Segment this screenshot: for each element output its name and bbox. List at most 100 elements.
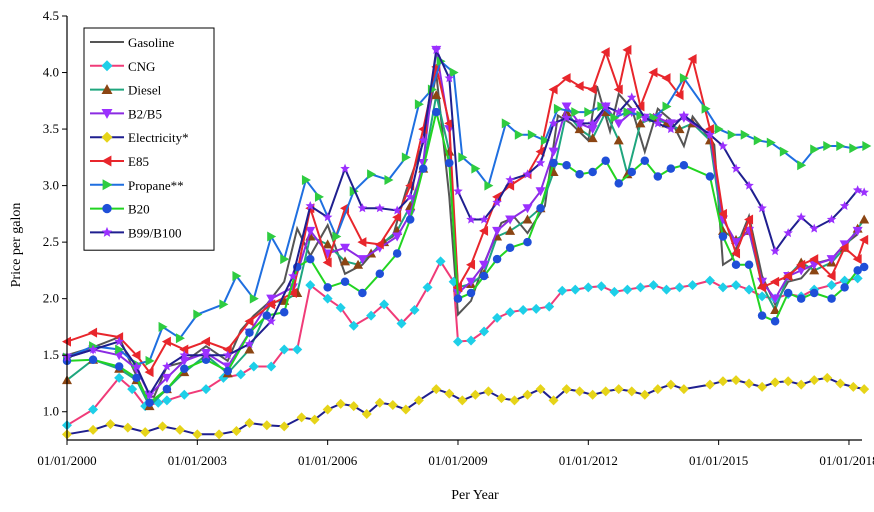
data-point-b99-b100 <box>679 110 689 120</box>
data-point-b99-b100 <box>653 118 663 128</box>
data-point-b20 <box>114 362 124 371</box>
data-point-b20 <box>392 249 402 258</box>
data-point-diesel <box>770 304 781 314</box>
data-point-cng <box>687 280 698 291</box>
data-point-b20 <box>375 269 385 279</box>
data-point-b20 <box>653 172 663 181</box>
x-tick-label: 01/01/2003 <box>168 453 227 468</box>
data-point-b99-b100 <box>222 350 233 360</box>
data-point-b99-b100 <box>179 350 190 360</box>
y-tick-label: 1.5 <box>43 347 59 362</box>
data-point-propane <box>158 321 168 332</box>
data-point-b99-b100 <box>783 228 793 238</box>
data-point-b20 <box>132 373 141 383</box>
data-point-cng <box>179 389 190 400</box>
data-point-b20 <box>575 170 584 179</box>
data-point-electricity <box>757 381 768 392</box>
data-point-cng <box>201 384 212 395</box>
data-point-electricity <box>244 418 255 429</box>
data-point-b99-b100 <box>144 389 155 399</box>
data-point-b20 <box>757 311 767 320</box>
data-point-e85 <box>731 248 741 259</box>
data-point-e85 <box>322 257 332 268</box>
data-point-propane <box>514 129 524 140</box>
data-point-b99-b100 <box>770 246 780 256</box>
data-point-propane <box>797 160 807 171</box>
data-point-electricity <box>374 397 385 408</box>
data-point-propane <box>849 143 859 154</box>
data-point-b20 <box>279 307 289 317</box>
data-point-b99-b100 <box>718 141 728 151</box>
data-point-cng <box>479 326 490 337</box>
data-point-cng <box>731 280 742 291</box>
data-point-e85 <box>717 208 727 219</box>
data-point-e85 <box>809 254 819 265</box>
data-point-b99-b100 <box>114 336 124 346</box>
data-point-cng <box>583 282 594 293</box>
data-point-b99-b100 <box>357 203 368 213</box>
data-point-b20 <box>180 364 189 374</box>
data-point-b99-b100 <box>340 163 350 173</box>
x-axis-title: Per Year <box>451 488 499 503</box>
data-point-b2-b5 <box>826 255 837 265</box>
x-tick-label: 01/01/2018 <box>819 453 874 468</box>
y-tick-label: 3.5 <box>43 121 59 136</box>
data-point-propane <box>540 135 550 146</box>
data-point-cng <box>348 320 359 331</box>
data-point-e85 <box>674 90 684 101</box>
data-point-e85 <box>613 84 623 95</box>
series-line-e85 <box>66 49 866 375</box>
data-point-cng <box>717 282 728 293</box>
legend-marker <box>101 155 112 167</box>
data-point-diesel <box>340 256 351 266</box>
data-point-electricity <box>457 395 468 406</box>
data-point-b99-b100 <box>305 200 316 210</box>
data-point-electricity <box>174 424 185 435</box>
x-tick-label: 01/01/2012 <box>559 453 618 468</box>
data-point-b20 <box>445 158 454 168</box>
data-point-b20 <box>705 172 715 181</box>
data-point-b20 <box>744 260 754 269</box>
data-point-cng <box>744 284 755 295</box>
data-point-b99-b100 <box>548 118 559 128</box>
data-point-b20 <box>479 271 489 281</box>
data-point-e85 <box>561 73 571 84</box>
data-point-diesel <box>635 118 646 128</box>
data-point-b2-b5 <box>561 102 572 112</box>
data-point-b2-b5 <box>678 113 689 123</box>
data-point-electricity <box>704 379 715 390</box>
series-line-b20 <box>66 111 865 405</box>
data-point-b99-b100 <box>201 350 211 360</box>
data-point-e85 <box>852 254 862 265</box>
data-point-propane <box>636 110 646 121</box>
data-point-diesel <box>244 344 255 354</box>
y-tick-label: 4.5 <box>43 8 59 23</box>
data-point-b99-b100 <box>627 92 637 102</box>
data-point-b99-b100 <box>587 118 598 128</box>
data-point-propane <box>471 163 481 174</box>
data-point-b20 <box>562 160 571 170</box>
data-point-electricity <box>859 384 870 395</box>
data-point-propane <box>232 271 242 282</box>
data-point-propane <box>679 73 689 84</box>
legend-label: Electricity* <box>128 130 189 145</box>
data-point-cng <box>279 344 290 355</box>
data-point-e85 <box>88 327 98 338</box>
legend-item-propane: Propane** <box>90 178 184 193</box>
data-point-e85 <box>687 53 697 64</box>
data-point-propane <box>332 231 342 242</box>
data-point-b99-b100 <box>431 44 442 54</box>
data-point-cng <box>622 284 633 295</box>
data-point-cng <box>661 284 672 295</box>
data-point-b99-b100 <box>418 135 428 145</box>
x-tick-label: 01/01/2009 <box>428 453 487 468</box>
data-point-electricity <box>483 386 494 397</box>
data-point-b20 <box>614 179 623 188</box>
data-point-electricity <box>122 422 133 433</box>
legend-label: E85 <box>128 154 149 169</box>
data-point-e85 <box>222 344 232 355</box>
data-point-b20 <box>162 384 172 394</box>
data-point-cng <box>335 302 346 313</box>
